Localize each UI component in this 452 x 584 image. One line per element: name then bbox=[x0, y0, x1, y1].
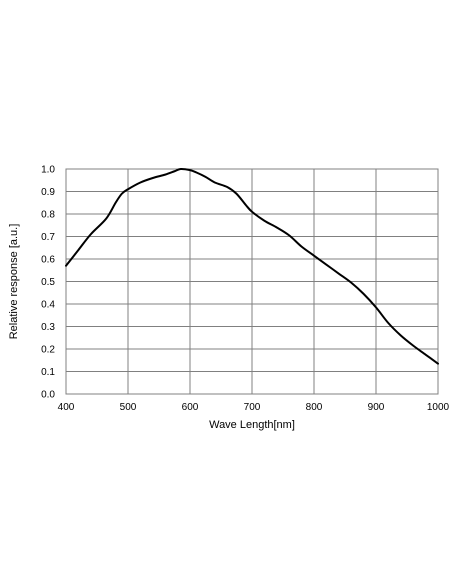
x-axis-title: Wave Length[nm] bbox=[209, 419, 295, 431]
y-tick-label: 0.3 bbox=[41, 322, 55, 333]
y-tick-label: 1.0 bbox=[41, 165, 55, 176]
x-tick-label: 700 bbox=[244, 402, 261, 413]
series-line bbox=[65, 167, 439, 365]
y-tick-label: 0.9 bbox=[41, 187, 55, 198]
y-tick-label: 0.4 bbox=[41, 300, 55, 311]
x-tick-labels: 400 500 600 700 800 900 1000 bbox=[58, 402, 450, 413]
y-tick-labels: 0.0 0.1 0.2 0.3 0.4 0.5 0.6 0.7 0.8 0.9 1.0 bbox=[41, 165, 55, 401]
x-tick-label: 1000 bbox=[427, 402, 450, 413]
y-tick-label: 0.0 bbox=[41, 390, 55, 401]
x-tick-label: 400 bbox=[58, 402, 75, 413]
grid bbox=[65, 168, 439, 395]
x-tick-label: 500 bbox=[120, 402, 137, 413]
x-tick-label: 900 bbox=[368, 402, 385, 413]
y-tick-label: 0.5 bbox=[41, 277, 55, 288]
x-tick-label: 800 bbox=[306, 402, 323, 413]
series-layer bbox=[65, 167, 439, 365]
x-tick-label: 600 bbox=[182, 402, 199, 413]
y-tick-label: 0.2 bbox=[41, 345, 55, 356]
y-tick-label: 0.6 bbox=[41, 255, 55, 266]
y-tick-label: 0.7 bbox=[41, 232, 55, 243]
y-axis-title: Relative response [a.u.] bbox=[8, 224, 20, 340]
y-tick-label: 0.8 bbox=[41, 210, 55, 221]
y-tick-label: 0.1 bbox=[41, 367, 55, 378]
plot-frame bbox=[65, 168, 439, 395]
